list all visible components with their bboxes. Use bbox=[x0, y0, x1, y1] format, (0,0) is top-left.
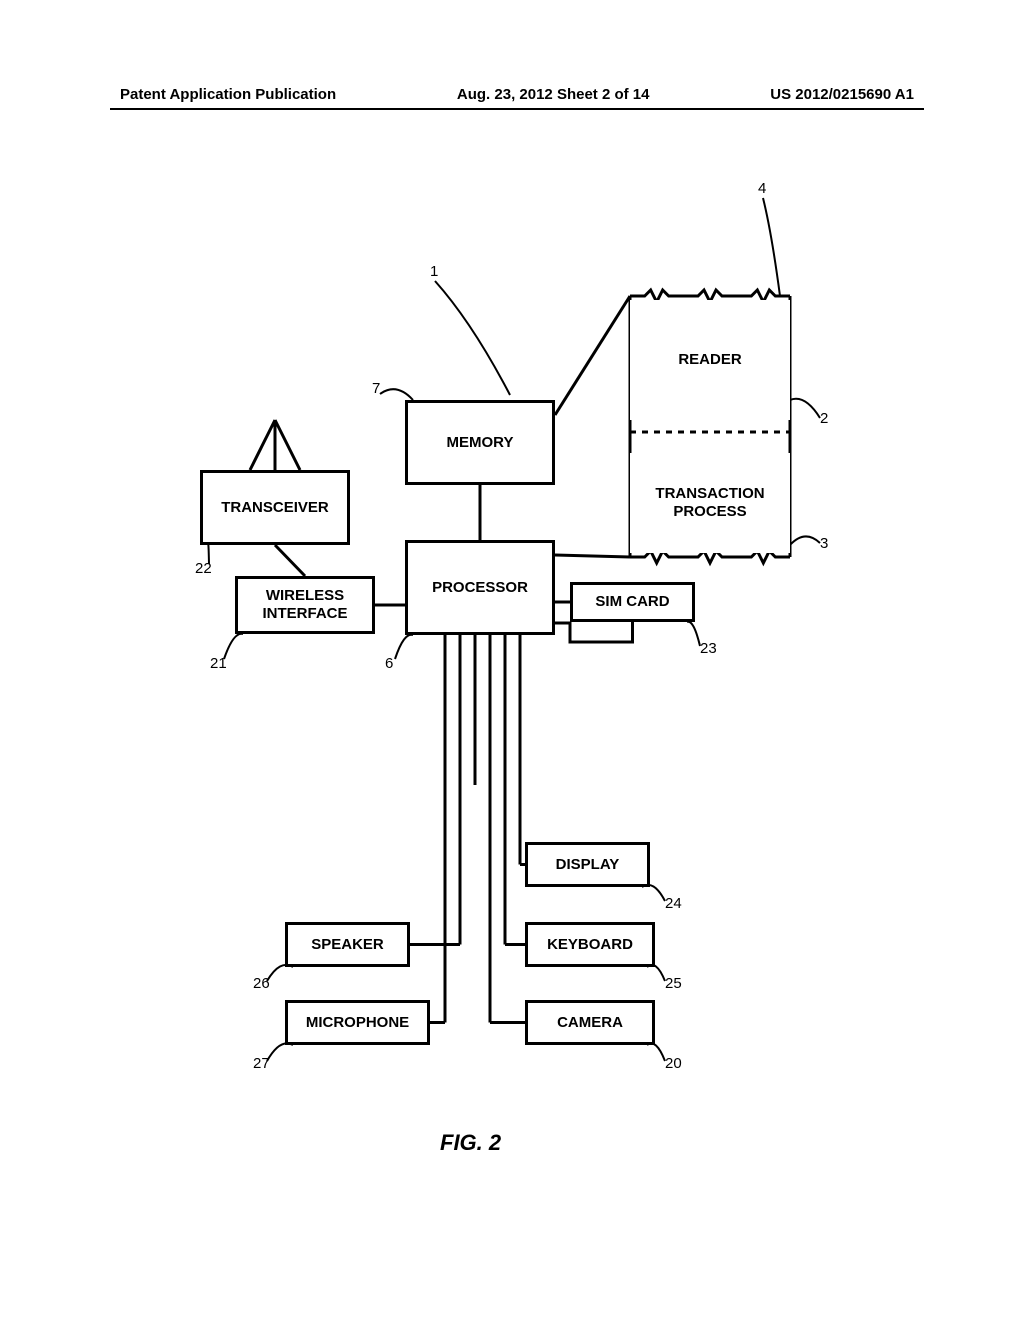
ref-20: 20 bbox=[665, 1055, 682, 1072]
display-label: DISPLAY bbox=[556, 856, 620, 874]
ref-24: 24 bbox=[665, 895, 682, 912]
ref-25: 25 bbox=[665, 975, 682, 992]
ref-23: 23 bbox=[700, 640, 717, 657]
ref-7: 7 bbox=[372, 380, 380, 397]
sim-card-box: SIM CARD bbox=[570, 582, 695, 622]
memory-label: MEMORY bbox=[447, 434, 514, 452]
processor-box: PROCESSOR bbox=[405, 540, 555, 635]
transaction-process-box: TRANSACTIONPROCESS bbox=[630, 453, 790, 553]
microphone-box: MICROPHONE bbox=[285, 1000, 430, 1045]
ref-26: 26 bbox=[253, 975, 270, 992]
transaction-label: TRANSACTIONPROCESS bbox=[655, 485, 764, 521]
ref-2: 2 bbox=[820, 410, 828, 427]
ref-3: 3 bbox=[820, 535, 828, 552]
figure-caption: FIG. 2 bbox=[440, 1130, 501, 1156]
speaker-label: SPEAKER bbox=[311, 936, 384, 954]
camera-box: CAMERA bbox=[525, 1000, 655, 1045]
keyboard-box: KEYBOARD bbox=[525, 922, 655, 967]
ref-21: 21 bbox=[210, 655, 227, 672]
camera-label: CAMERA bbox=[557, 1014, 623, 1032]
microphone-label: MICROPHONE bbox=[306, 1014, 409, 1032]
ref-6: 6 bbox=[385, 655, 393, 672]
speaker-box: SPEAKER bbox=[285, 922, 410, 967]
ref-4: 4 bbox=[758, 180, 766, 197]
wireless-interface-box: WIRELESSINTERFACE bbox=[235, 576, 375, 634]
ref-1: 1 bbox=[430, 263, 438, 280]
wireless-label: WIRELESSINTERFACE bbox=[262, 587, 347, 623]
simcard-label: SIM CARD bbox=[595, 593, 669, 611]
memory-box: MEMORY bbox=[405, 400, 555, 485]
diagram-svg bbox=[0, 0, 1024, 1320]
keyboard-label: KEYBOARD bbox=[547, 936, 633, 954]
reader-box: READER bbox=[630, 300, 790, 420]
transceiver-box: TRANSCEIVER bbox=[200, 470, 350, 545]
reader-label: READER bbox=[678, 351, 741, 369]
ref-27: 27 bbox=[253, 1055, 270, 1072]
display-box: DISPLAY bbox=[525, 842, 650, 887]
ref-22: 22 bbox=[195, 560, 212, 577]
transceiver-label: TRANSCEIVER bbox=[221, 499, 329, 517]
processor-label: PROCESSOR bbox=[432, 579, 528, 597]
